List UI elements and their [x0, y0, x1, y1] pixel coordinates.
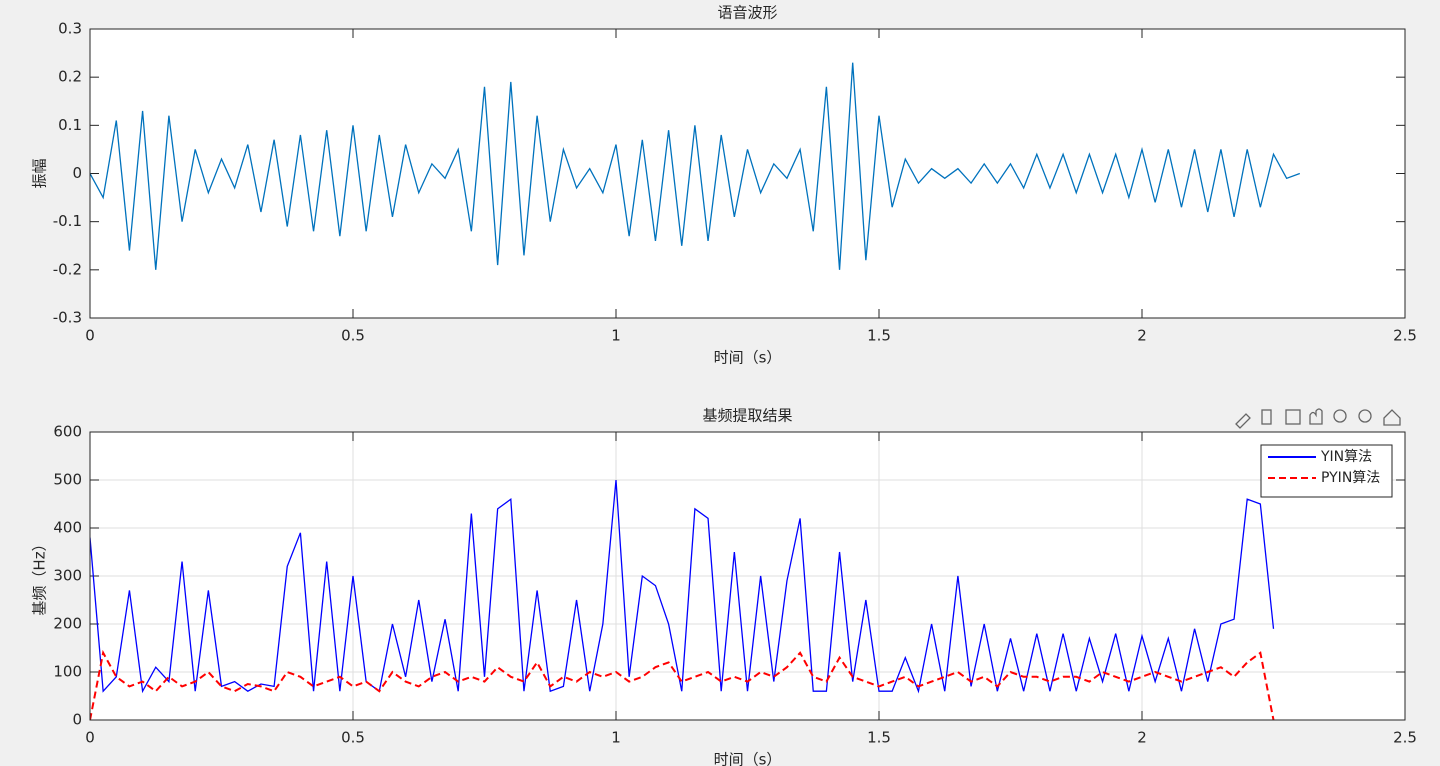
- y-tick-label: 0.2: [58, 68, 82, 86]
- x-tick-label: 2: [1137, 729, 1147, 747]
- x-tick-label: 0.5: [341, 729, 365, 747]
- x-tick-label: 0.5: [341, 327, 365, 345]
- brush-tool[interactable]: [1235, 413, 1251, 429]
- data-line: [90, 62, 1301, 270]
- y-tick-label: 0.3: [58, 20, 82, 38]
- legend-tool[interactable]: [1285, 409, 1301, 425]
- y-tick-label: 200: [53, 615, 82, 633]
- y-tick-label: -0.1: [53, 212, 82, 230]
- x-tick-label: 2.5: [1393, 729, 1417, 747]
- x-tick-label: 1: [611, 327, 621, 345]
- x-tick-label: 0: [85, 729, 95, 747]
- x-axis-label: 时间（s）: [714, 349, 782, 367]
- data-line: [90, 649, 1275, 720]
- legend-label: PYIN算法: [1321, 470, 1380, 486]
- y-tick-label: 100: [53, 663, 82, 681]
- x-tick-label: 2.5: [1393, 327, 1417, 345]
- x-tick-label: 1: [611, 729, 621, 747]
- x-axis-label: 时间（s）: [714, 751, 782, 766]
- legend-box: [1260, 444, 1393, 498]
- home-tool[interactable]: [1383, 409, 1401, 426]
- axes-background: [90, 29, 1405, 318]
- legend-label: YIN算法: [1320, 449, 1372, 465]
- y-tick-label: 600: [53, 423, 82, 441]
- data-line: [90, 479, 1275, 694]
- x-tick-label: 1.5: [867, 327, 891, 345]
- pan-tool[interactable]: [1309, 408, 1323, 425]
- y-tick-label: 0: [72, 164, 82, 182]
- axes-toolbar[interactable]: [1235, 408, 1401, 429]
- x-tick-label: 1.5: [867, 729, 891, 747]
- y-tick-label: -0.3: [53, 309, 82, 327]
- x-tick-label: 2: [1137, 327, 1147, 345]
- y-tick-label: 0.1: [58, 116, 82, 134]
- zoom-out-tool[interactable]: [1358, 409, 1372, 423]
- axes-frame: [89, 431, 1406, 721]
- chart-title: 基频提取结果: [702, 407, 792, 425]
- zoom-in-tool[interactable]: [1333, 409, 1347, 423]
- chart-title: 语音波形: [717, 4, 777, 22]
- y-tick-label: 300: [53, 567, 82, 585]
- y-tick-label: 500: [53, 471, 82, 489]
- y-tick-label: 0: [72, 711, 82, 729]
- y-tick-label: 400: [53, 519, 82, 537]
- y-tick-label: -0.2: [53, 260, 82, 278]
- datatip-tool[interactable]: [1261, 409, 1272, 425]
- axes-frame: [89, 28, 1406, 319]
- y-axis-label: 基频（Hz）: [31, 536, 49, 615]
- x-tick-label: 0: [85, 327, 95, 345]
- y-axis-label: 振幅: [31, 158, 49, 188]
